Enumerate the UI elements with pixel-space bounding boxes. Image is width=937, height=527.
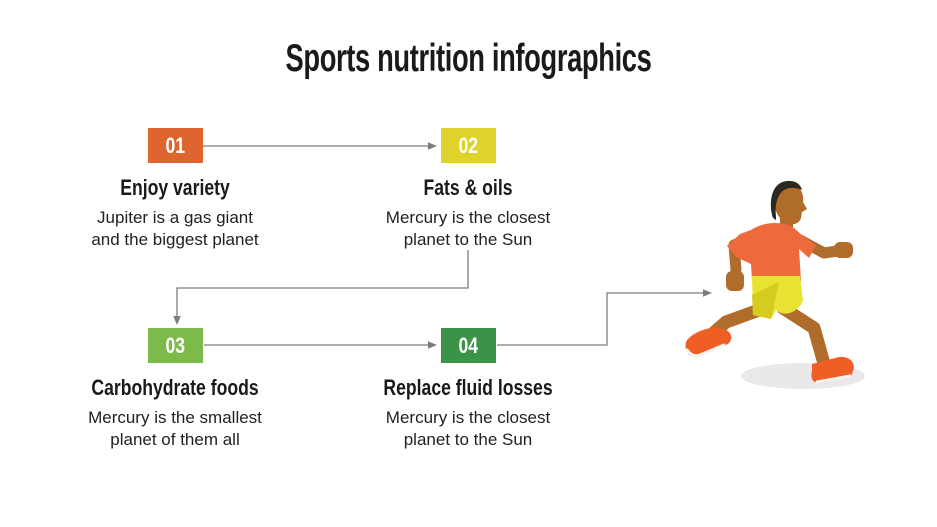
step-1: 01 Enjoy variety Jupiter is a gas giant …: [35, 128, 315, 251]
runner-rear-fist: [726, 271, 744, 291]
runner-illustration: [685, 180, 865, 389]
step-2: 02 Fats & oils Mercury is the closest pl…: [328, 128, 608, 251]
step-1-number: 01: [165, 132, 185, 158]
connector-step2-step3: [176, 250, 469, 316]
step-4-description-line1: Mercury is the closest: [385, 408, 551, 427]
step-1-description-line1: Jupiter is a gas giant: [97, 208, 253, 227]
step-3-description-line1: Mercury is the smallest: [88, 408, 262, 427]
step-3-heading: Carbohydrate foods: [91, 375, 259, 400]
step-2-number: 02: [458, 132, 478, 158]
runner-rear-shoe: [685, 327, 732, 357]
step-4-number-badge: 04: [440, 328, 496, 363]
step-2-description: Mercury is the closest planet to the Sun: [328, 207, 608, 251]
step-2-description-line2: planet to the Sun: [403, 230, 533, 249]
step-3-number-badge: 03: [147, 328, 203, 363]
runner-rear-shoe-sole: [685, 343, 726, 358]
arrowhead-down-icon: [173, 316, 181, 325]
step-2-heading: Fats & oils: [423, 175, 513, 200]
runner-front-shoe-sole: [815, 374, 852, 384]
step-3-description: Mercury is the smallest planet of them a…: [35, 407, 315, 451]
step-2-number-badge: 02: [440, 128, 496, 163]
runner-hair: [770, 180, 802, 220]
runner-front-fist: [834, 242, 853, 258]
step-3-number: 03: [165, 332, 185, 358]
runner-face: [774, 183, 807, 225]
runner-shorts-shade: [752, 282, 779, 319]
step-1-number-badge: 01: [147, 128, 203, 163]
runner-front-leg: [776, 301, 830, 367]
step-1-heading: Enjoy variety: [120, 175, 230, 200]
step-3: 03 Carbohydrate foods Mercury is the sma…: [35, 328, 315, 451]
step-4-heading: Replace fluid losses: [383, 375, 553, 400]
step-4-number: 04: [458, 332, 478, 358]
step-3-description-line2: planet of them all: [110, 430, 240, 449]
step-1-description-line2: and the biggest planet: [91, 230, 259, 249]
step-2-description-line1: Mercury is the closest: [385, 208, 551, 227]
runner-torso-shirt: [727, 222, 816, 281]
step-4-description-line2: planet to the Sun: [403, 430, 533, 449]
step-4: 04 Replace fluid losses Mercury is the c…: [328, 328, 608, 451]
step-4-description: Mercury is the closest planet to the Sun: [328, 407, 608, 451]
step-1-description: Jupiter is a gas giant and the biggest p…: [35, 207, 315, 251]
page-title: Sports nutrition infographics: [285, 37, 652, 80]
